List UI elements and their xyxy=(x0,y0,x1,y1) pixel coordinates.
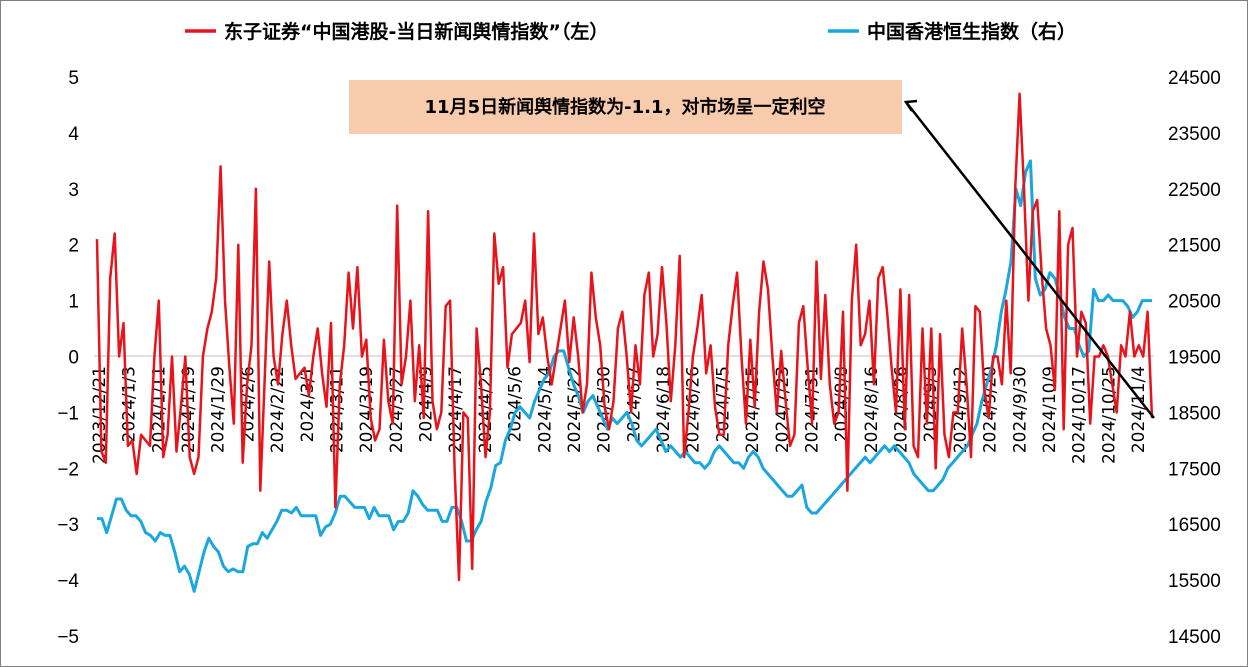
x-tick-label: 2024/10/9 xyxy=(1040,366,1060,453)
annotation: 11月5日新闻舆情指数为-1.1，对市场呈一定利空 xyxy=(349,80,1155,419)
x-tick-label: 2024/2/22 xyxy=(268,366,288,453)
right-tick-label: 24500 xyxy=(1168,68,1221,89)
x-tick-label: 2024/6/18 xyxy=(654,366,674,453)
x-tick-label: 2024/8/16 xyxy=(862,366,882,453)
left-tick-label: −4 xyxy=(57,571,79,592)
series-line-sentiment xyxy=(95,92,1154,582)
x-tick-label: 2024/4/25 xyxy=(476,366,496,453)
x-tick-label: 2024/6/26 xyxy=(684,366,704,453)
right-tick-label: 17500 xyxy=(1168,459,1221,480)
left-tick-label: 4 xyxy=(68,124,79,145)
left-tick-label: 3 xyxy=(68,180,79,201)
x-tick-label: 2024/1/29 xyxy=(209,366,229,453)
left-tick-label: −3 xyxy=(57,515,79,536)
x-tick-label: 2024/1/11 xyxy=(149,366,169,453)
right-tick-label: 22500 xyxy=(1168,180,1221,201)
right-tick-label: 23500 xyxy=(1168,124,1221,145)
left-tick-label: 2 xyxy=(68,236,79,257)
x-tick-label: 2024/8/8 xyxy=(832,366,852,442)
x-tick-label: 2024/9/30 xyxy=(1010,366,1030,453)
left-tick-label: 5 xyxy=(68,68,79,89)
x-tick-label: 2024/10/17 xyxy=(1070,366,1090,464)
legend-label-hsi: 中国香港恒生指数（右） xyxy=(867,20,1076,43)
right-axis-ticks: 24500 23500 22500 21500 20500 19500 18500 17500… xyxy=(1168,68,1221,648)
left-tick-label: 0 xyxy=(68,348,79,369)
left-axis-ticks: 5 4 3 2 1 0 −1 −2 −3 −4 −5 xyxy=(57,68,79,648)
left-tick-label: 1 xyxy=(68,292,79,313)
right-tick-label: 21500 xyxy=(1168,236,1221,257)
annotation-text: 11月5日新闻舆情指数为-1.1，对市场呈一定利空 xyxy=(425,96,826,118)
x-tick-label: 2024/1/3 xyxy=(120,366,140,442)
left-tick-label: −1 xyxy=(57,403,79,424)
x-tick-label: 2024/3/1 xyxy=(298,366,318,442)
annotation-arrow xyxy=(905,101,1155,419)
legend: 东子证券“中国港股-当日新闻舆情指数”（左） 中国香港恒生指数（右） xyxy=(185,20,1076,43)
x-tick-label: 2024/3/27 xyxy=(387,366,407,453)
legend-label-sentiment: 东子证券“中国港股-当日新闻舆情指数”（左） xyxy=(224,20,608,43)
right-tick-label: 14500 xyxy=(1168,627,1221,648)
annotation-box xyxy=(349,80,902,134)
x-tick-label: 2024/10/25 xyxy=(1099,366,1119,464)
x-tick-label: 2024/1/19 xyxy=(179,366,199,453)
right-tick-label: 15500 xyxy=(1168,571,1221,592)
right-tick-label: 18500 xyxy=(1168,403,1221,424)
x-tick-label: 2024/11/4 xyxy=(1129,366,1149,453)
x-axis-ticks: 2023/12/21 2024/1/3 2024/1/11 2024/1/19 2024… xyxy=(90,366,1149,464)
right-tick-label: 20500 xyxy=(1168,292,1221,313)
left-tick-label: −2 xyxy=(57,459,79,480)
x-tick-label: 2024/2/6 xyxy=(238,366,258,442)
left-tick-label: −5 xyxy=(57,627,79,648)
right-tick-label: 19500 xyxy=(1168,348,1221,369)
right-tick-label: 16500 xyxy=(1168,515,1221,536)
series-line-hsi xyxy=(97,159,1152,593)
annotation-arrowhead xyxy=(903,99,918,112)
